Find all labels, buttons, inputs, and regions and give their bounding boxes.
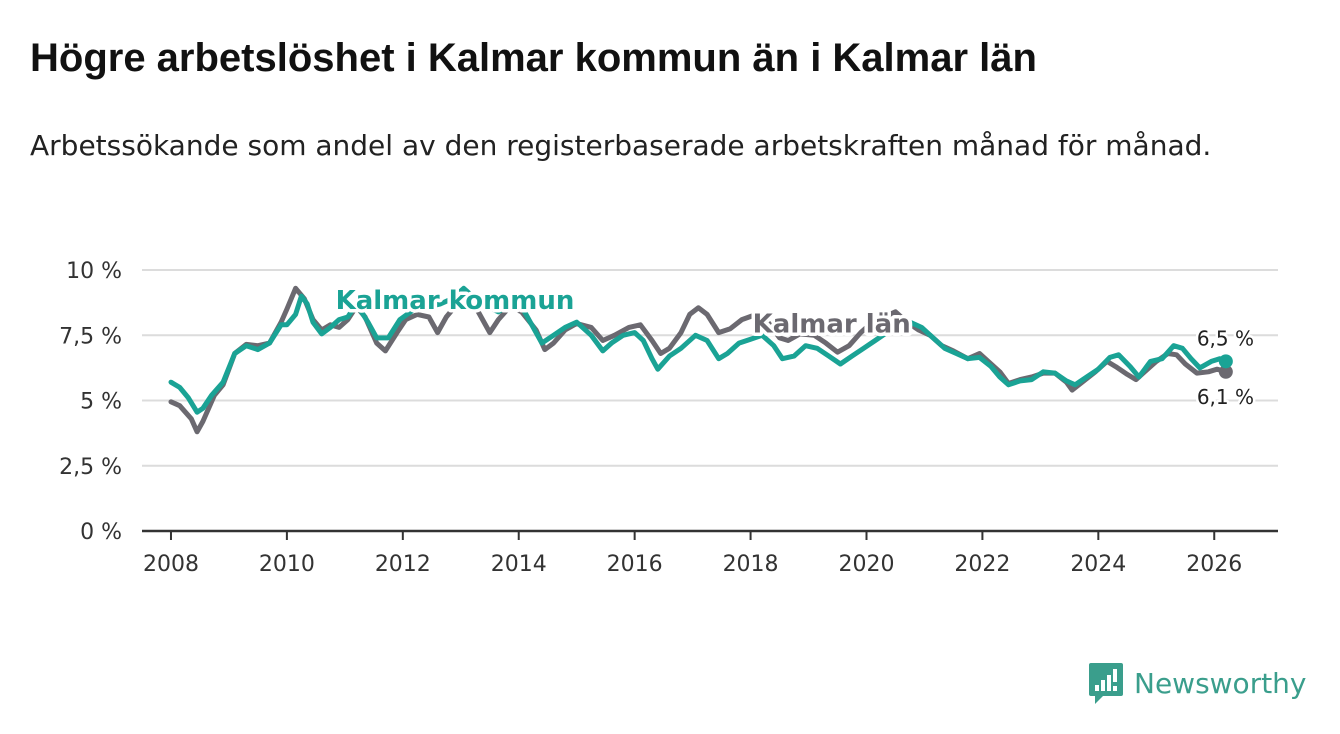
series-label: Kalmar kommun (336, 286, 575, 316)
series-end-point (1218, 364, 1233, 379)
x-tick-label: 2008 (143, 552, 199, 577)
series-labels: Kalmar län Kalmar kommun 6,5 % 6,1 % (332, 283, 1256, 412)
end-value-label: 6,5 % (1197, 326, 1254, 350)
x-tick-label: 2012 (375, 552, 431, 577)
end-value-label: 6,1 % (1197, 385, 1254, 409)
chart-subtitle: Arbetssökande som andel av den registerb… (30, 129, 1212, 162)
x-tick-label: 2016 (607, 552, 663, 577)
x-tick-label: 2010 (259, 552, 315, 577)
series-line (168, 285, 1229, 435)
y-tick-label: 2,5 % (59, 455, 122, 480)
x-tick-label: 2020 (838, 552, 894, 577)
x-tick-label: 2024 (1070, 552, 1126, 577)
x-tick-label: 2026 (1186, 552, 1242, 577)
newsworthy-logo[interactable]: Newsworthy (1088, 660, 1307, 706)
chart-title: Högre arbetslöshet i Kalmar kommun än i … (30, 36, 1037, 80)
x-tick-label: 2018 (723, 552, 779, 577)
series-label: Kalmar län (753, 310, 911, 340)
y-tick-label: 7,5 % (59, 324, 122, 349)
y-tick-label: 5 % (80, 390, 122, 415)
y-axis-ticks: 0 % 2,5 % 5 % 7,5 % 10 % (59, 259, 122, 545)
newsworthy-logo-icon (1089, 663, 1123, 704)
brand-name: Newsworthy (1134, 666, 1307, 700)
gridlines (142, 269, 1278, 467)
x-tick-label: 2014 (491, 552, 547, 577)
x-axis-ticks: 2008 2010 2012 2014 2016 2018 2020 2022 2024 2026 (143, 531, 1242, 577)
y-tick-label: 10 % (66, 259, 122, 284)
y-tick-label: 0 % (80, 520, 122, 545)
series-lines (168, 285, 1233, 435)
series-line (168, 285, 1229, 415)
x-tick-label: 2022 (954, 552, 1010, 577)
series-end-point (1218, 354, 1233, 369)
